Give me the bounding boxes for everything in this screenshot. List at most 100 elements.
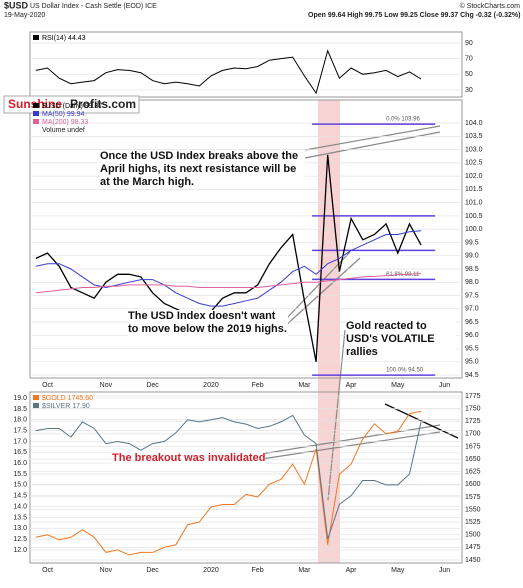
series-line	[35, 273, 422, 294]
legend-label: $GOLD 1745.60	[42, 395, 93, 402]
y-tick-label: 19.0	[13, 395, 27, 402]
arrow	[284, 257, 361, 327]
title: US Dollar Index - Cash Settle (EOD) ICE	[30, 3, 157, 10]
y-tick-label: 17.5	[13, 427, 27, 434]
y-tick-label: 97.5	[465, 292, 479, 299]
series-line	[35, 154, 422, 362]
legend-label: $SILVER 17.90	[42, 403, 90, 410]
y-tick-label: 12.5	[13, 536, 27, 543]
y-tick-label: 1725	[465, 418, 481, 425]
level-label: 0.0% 103.96	[386, 117, 420, 123]
panel-frame	[29, 99, 463, 379]
x-tick-label: Nov	[100, 382, 113, 389]
y-tick-label: 12.0	[13, 547, 27, 554]
legend-swatch	[33, 103, 39, 108]
y-tick-label: 98.5	[465, 266, 479, 273]
logo: Profits.com	[70, 97, 136, 111]
legend-swatch	[33, 119, 39, 124]
symbol: $USD	[4, 0, 29, 10]
y-tick-label: 101.5	[465, 186, 483, 193]
y-tick-label: 1600	[465, 481, 481, 488]
y-tick-label: 95.0	[465, 359, 479, 366]
logo-box	[3, 95, 140, 114]
x-tick-label: 2020	[203, 382, 219, 389]
annotation: Gold reacted to USD's VOLATILE rallies	[346, 320, 456, 359]
y-tick-label: 95.5	[465, 345, 479, 352]
y-tick-label: 99.0	[465, 253, 479, 260]
y-tick-label: 18.0	[13, 417, 27, 424]
y-tick-label: 96.5	[465, 319, 479, 326]
y-tick-label: 103.0	[465, 146, 483, 153]
y-tick-label: 18.5	[13, 406, 27, 413]
x-tick-label: Feb	[252, 382, 264, 389]
x-tick-label: Jun	[439, 567, 450, 574]
y-tick-label: 1550	[465, 506, 481, 513]
y-tick-label: 1750	[465, 405, 481, 412]
legend-label: $USD (Daily) 99.37	[42, 103, 102, 110]
y-tick-label: 30	[465, 87, 473, 94]
y-tick-label: 15.0	[13, 482, 27, 489]
annotation: The breakout was invalidated	[112, 452, 266, 465]
y-tick-label: 13.0	[13, 525, 27, 532]
y-tick-label: 101.0	[465, 200, 483, 207]
x-tick-label: Feb	[252, 567, 264, 574]
legend-swatch	[33, 403, 39, 408]
y-tick-label: 100.5	[465, 213, 483, 220]
y-tick-label: 98.0	[465, 279, 479, 286]
y-tick-label: 14.5	[13, 493, 27, 500]
level-label: 100.0% 94.50	[386, 368, 424, 374]
panel-frame	[29, 391, 463, 564]
x-tick-label: Nov	[100, 567, 113, 574]
y-tick-label: 1700	[465, 431, 481, 438]
annotation: Once the USD Index breaks above the Apri…	[100, 150, 305, 189]
y-tick-label: 1450	[465, 557, 481, 564]
y-tick-label: 1525	[465, 519, 481, 526]
y-tick-label: 104.0	[465, 120, 483, 127]
x-tick-label: Dec	[146, 382, 159, 389]
legend-label: RSI(14) 44.43	[42, 35, 86, 42]
x-tick-label: 2020	[203, 567, 219, 574]
y-tick-label: 1650	[465, 456, 481, 463]
panel-frame	[29, 31, 463, 98]
series-line	[35, 414, 422, 540]
x-tick-label: Apr	[346, 382, 358, 389]
y-tick-label: 1575	[465, 494, 481, 501]
legend-swatch	[33, 395, 39, 400]
y-tick-label: 100.0	[465, 226, 483, 233]
x-tick-label: Jun	[439, 382, 450, 389]
arrow	[254, 431, 441, 461]
x-tick-label: Mar	[298, 567, 311, 574]
x-tick-label: Mar	[298, 382, 311, 389]
date: 19-May-2020	[4, 12, 45, 19]
y-tick-label: 15.5	[13, 471, 27, 478]
y-tick-label: 16.0	[13, 460, 27, 467]
y-tick-label: 1625	[465, 469, 481, 476]
legend-label: MA(200) 98.33	[42, 119, 88, 126]
y-tick-label: 1500	[465, 532, 481, 539]
y-tick-label: 1475	[465, 544, 481, 551]
arrow	[254, 424, 441, 456]
y-tick-label: 102.0	[465, 173, 483, 180]
y-tick-label: 13.5	[13, 514, 27, 521]
y-tick-label: 99.5	[465, 239, 479, 246]
y-tick-label: 1675	[465, 443, 481, 450]
x-tick-label: May	[391, 567, 405, 574]
legend-note: Volume undef	[42, 127, 85, 134]
y-tick-label: 97.0	[465, 306, 479, 313]
series-line	[35, 410, 422, 556]
y-tick-label: 1775	[465, 393, 481, 400]
x-tick-label: May	[391, 382, 405, 389]
y-tick-label: 96.0	[465, 332, 479, 339]
x-tick-label: Oct	[42, 382, 53, 389]
x-tick-label: Apr	[346, 567, 358, 574]
y-tick-label: 14.0	[13, 503, 27, 510]
y-tick-label: 90	[465, 40, 473, 47]
legend-label: MA(50) 99.94	[42, 111, 85, 118]
y-tick-label: 70	[465, 55, 473, 62]
arrow	[304, 125, 441, 151]
credit: © StockCharts.com	[460, 2, 521, 10]
y-tick-label: 94.5	[465, 372, 479, 379]
series-line	[35, 230, 422, 307]
